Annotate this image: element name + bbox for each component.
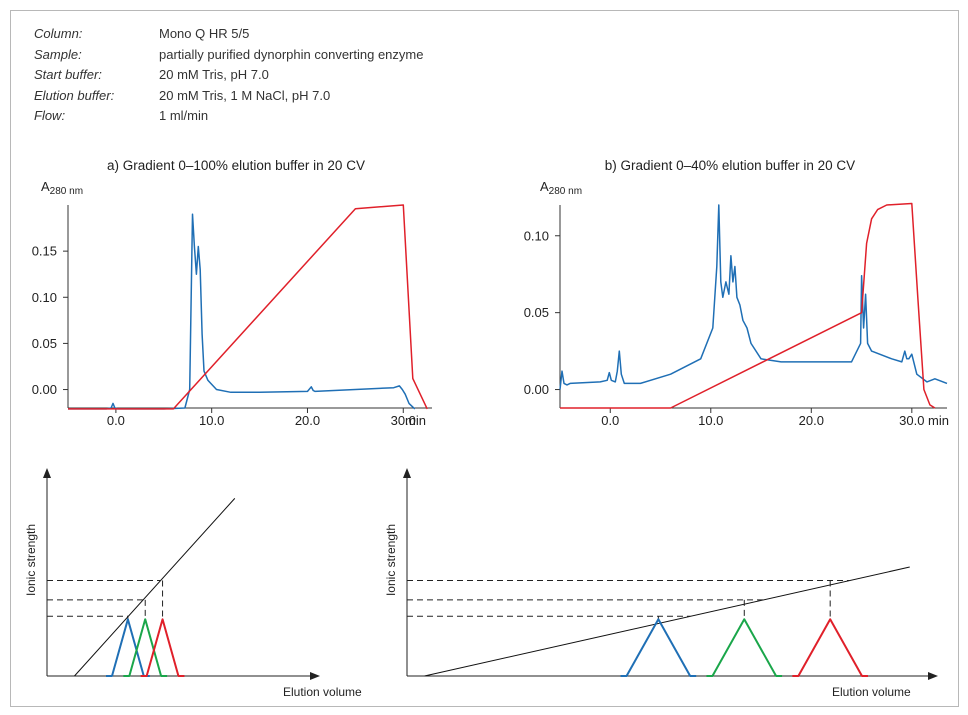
x-tick-label: 0.0 — [107, 413, 125, 428]
y-axis-label-subscript: 280 nm — [50, 186, 83, 197]
gradient-line — [74, 498, 236, 677]
ionic-strength-diagram-left: Ionic strength Elution volume — [24, 468, 362, 699]
info-value: 1 ml/min — [159, 108, 209, 123]
y-axis-label: A280 nm — [41, 179, 83, 197]
x-axis-label: Elution volume — [283, 685, 362, 699]
x-tick-label: 30.0 — [899, 413, 924, 428]
y-tick-label: 0.15 — [32, 244, 57, 259]
elution-peak — [123, 618, 168, 677]
x-axis-unit: min — [405, 413, 426, 428]
y-axis-label: Ionic strength — [384, 524, 398, 596]
info-row-sample: Sample: partially purified dynorphin conv… — [34, 45, 423, 66]
elution-peak — [140, 618, 185, 677]
info-label: Column: — [34, 26, 83, 41]
gradient-trace — [560, 202, 936, 409]
ionic-strength-diagram-right: Ionic strength Elution volume — [384, 468, 938, 699]
x-tick-label: 20.0 — [295, 413, 320, 428]
y-tick-label: 0.05 — [524, 305, 549, 320]
y-axis-label: A280 nm — [540, 179, 582, 197]
info-label: Start buffer: — [34, 67, 102, 82]
chromatogram-a: a) Gradient 0–100% elution buffer in 20 … — [32, 158, 432, 428]
x-tick-label: 20.0 — [799, 413, 824, 428]
elution-peak — [792, 618, 868, 677]
x-axis-unit: min — [928, 413, 949, 428]
info-label: Sample: — [34, 46, 82, 62]
info-row-start-buffer: Start buffer: 20 mM Tris, pH 7.0 — [34, 65, 423, 86]
y-tick-label: 0.10 — [524, 228, 549, 243]
x-tick-label: 30.0 — [391, 413, 416, 428]
y-axis-label: Ionic strength — [24, 524, 38, 596]
info-value: Mono Q HR 5/5 — [159, 26, 250, 41]
absorbance-trace — [68, 213, 416, 410]
elution-peak — [620, 618, 697, 677]
absorbance-trace — [559, 204, 948, 390]
y-tick-label: 0.10 — [32, 290, 57, 305]
x-axis-arrow — [928, 672, 938, 680]
x-tick-label: 0.0 — [601, 413, 619, 428]
info-row-column: Column: Mono Q HR 5/5 — [34, 24, 423, 45]
chromatogram-b: b) Gradient 0–40% elution buffer in 20 C… — [524, 158, 949, 428]
gradient-line — [424, 566, 910, 677]
info-value: partially purified dynorphin converting … — [159, 46, 424, 62]
gradient-trace — [68, 204, 428, 410]
x-tick-label: 10.0 — [199, 413, 224, 428]
elution-peak — [706, 618, 783, 677]
y-axis-arrow — [403, 468, 411, 478]
x-axis-label: Elution volume — [832, 685, 911, 699]
info-row-flow: Flow: 1 ml/min — [34, 106, 423, 127]
info-value: 20 mM Tris, 1 M NaCl, pH 7.0 — [159, 87, 331, 103]
figure-frame — [10, 10, 959, 707]
chart-title: b) Gradient 0–40% elution buffer in 20 C… — [605, 158, 855, 173]
y-axis-label-subscript: 280 nm — [549, 186, 582, 197]
info-label: Elution buffer: — [34, 87, 115, 103]
y-tick-label: 0.05 — [32, 336, 57, 351]
run-conditions: Column: Mono Q HR 5/5 Sample: partially pu… — [34, 24, 423, 127]
y-tick-label: 0.00 — [32, 382, 57, 397]
info-label: Flow: — [34, 108, 66, 123]
x-axis-arrow — [310, 672, 320, 680]
info-row-elution-buffer: Elution buffer: 20 mM Tris, 1 M NaCl, pH … — [34, 86, 423, 107]
chart-title: a) Gradient 0–100% elution buffer in 20 … — [107, 158, 365, 173]
y-tick-label: 0.00 — [524, 382, 549, 397]
x-tick-label: 10.0 — [698, 413, 723, 428]
info-value: 20 mM Tris, pH 7.0 — [159, 67, 269, 82]
y-axis-arrow — [43, 468, 51, 478]
